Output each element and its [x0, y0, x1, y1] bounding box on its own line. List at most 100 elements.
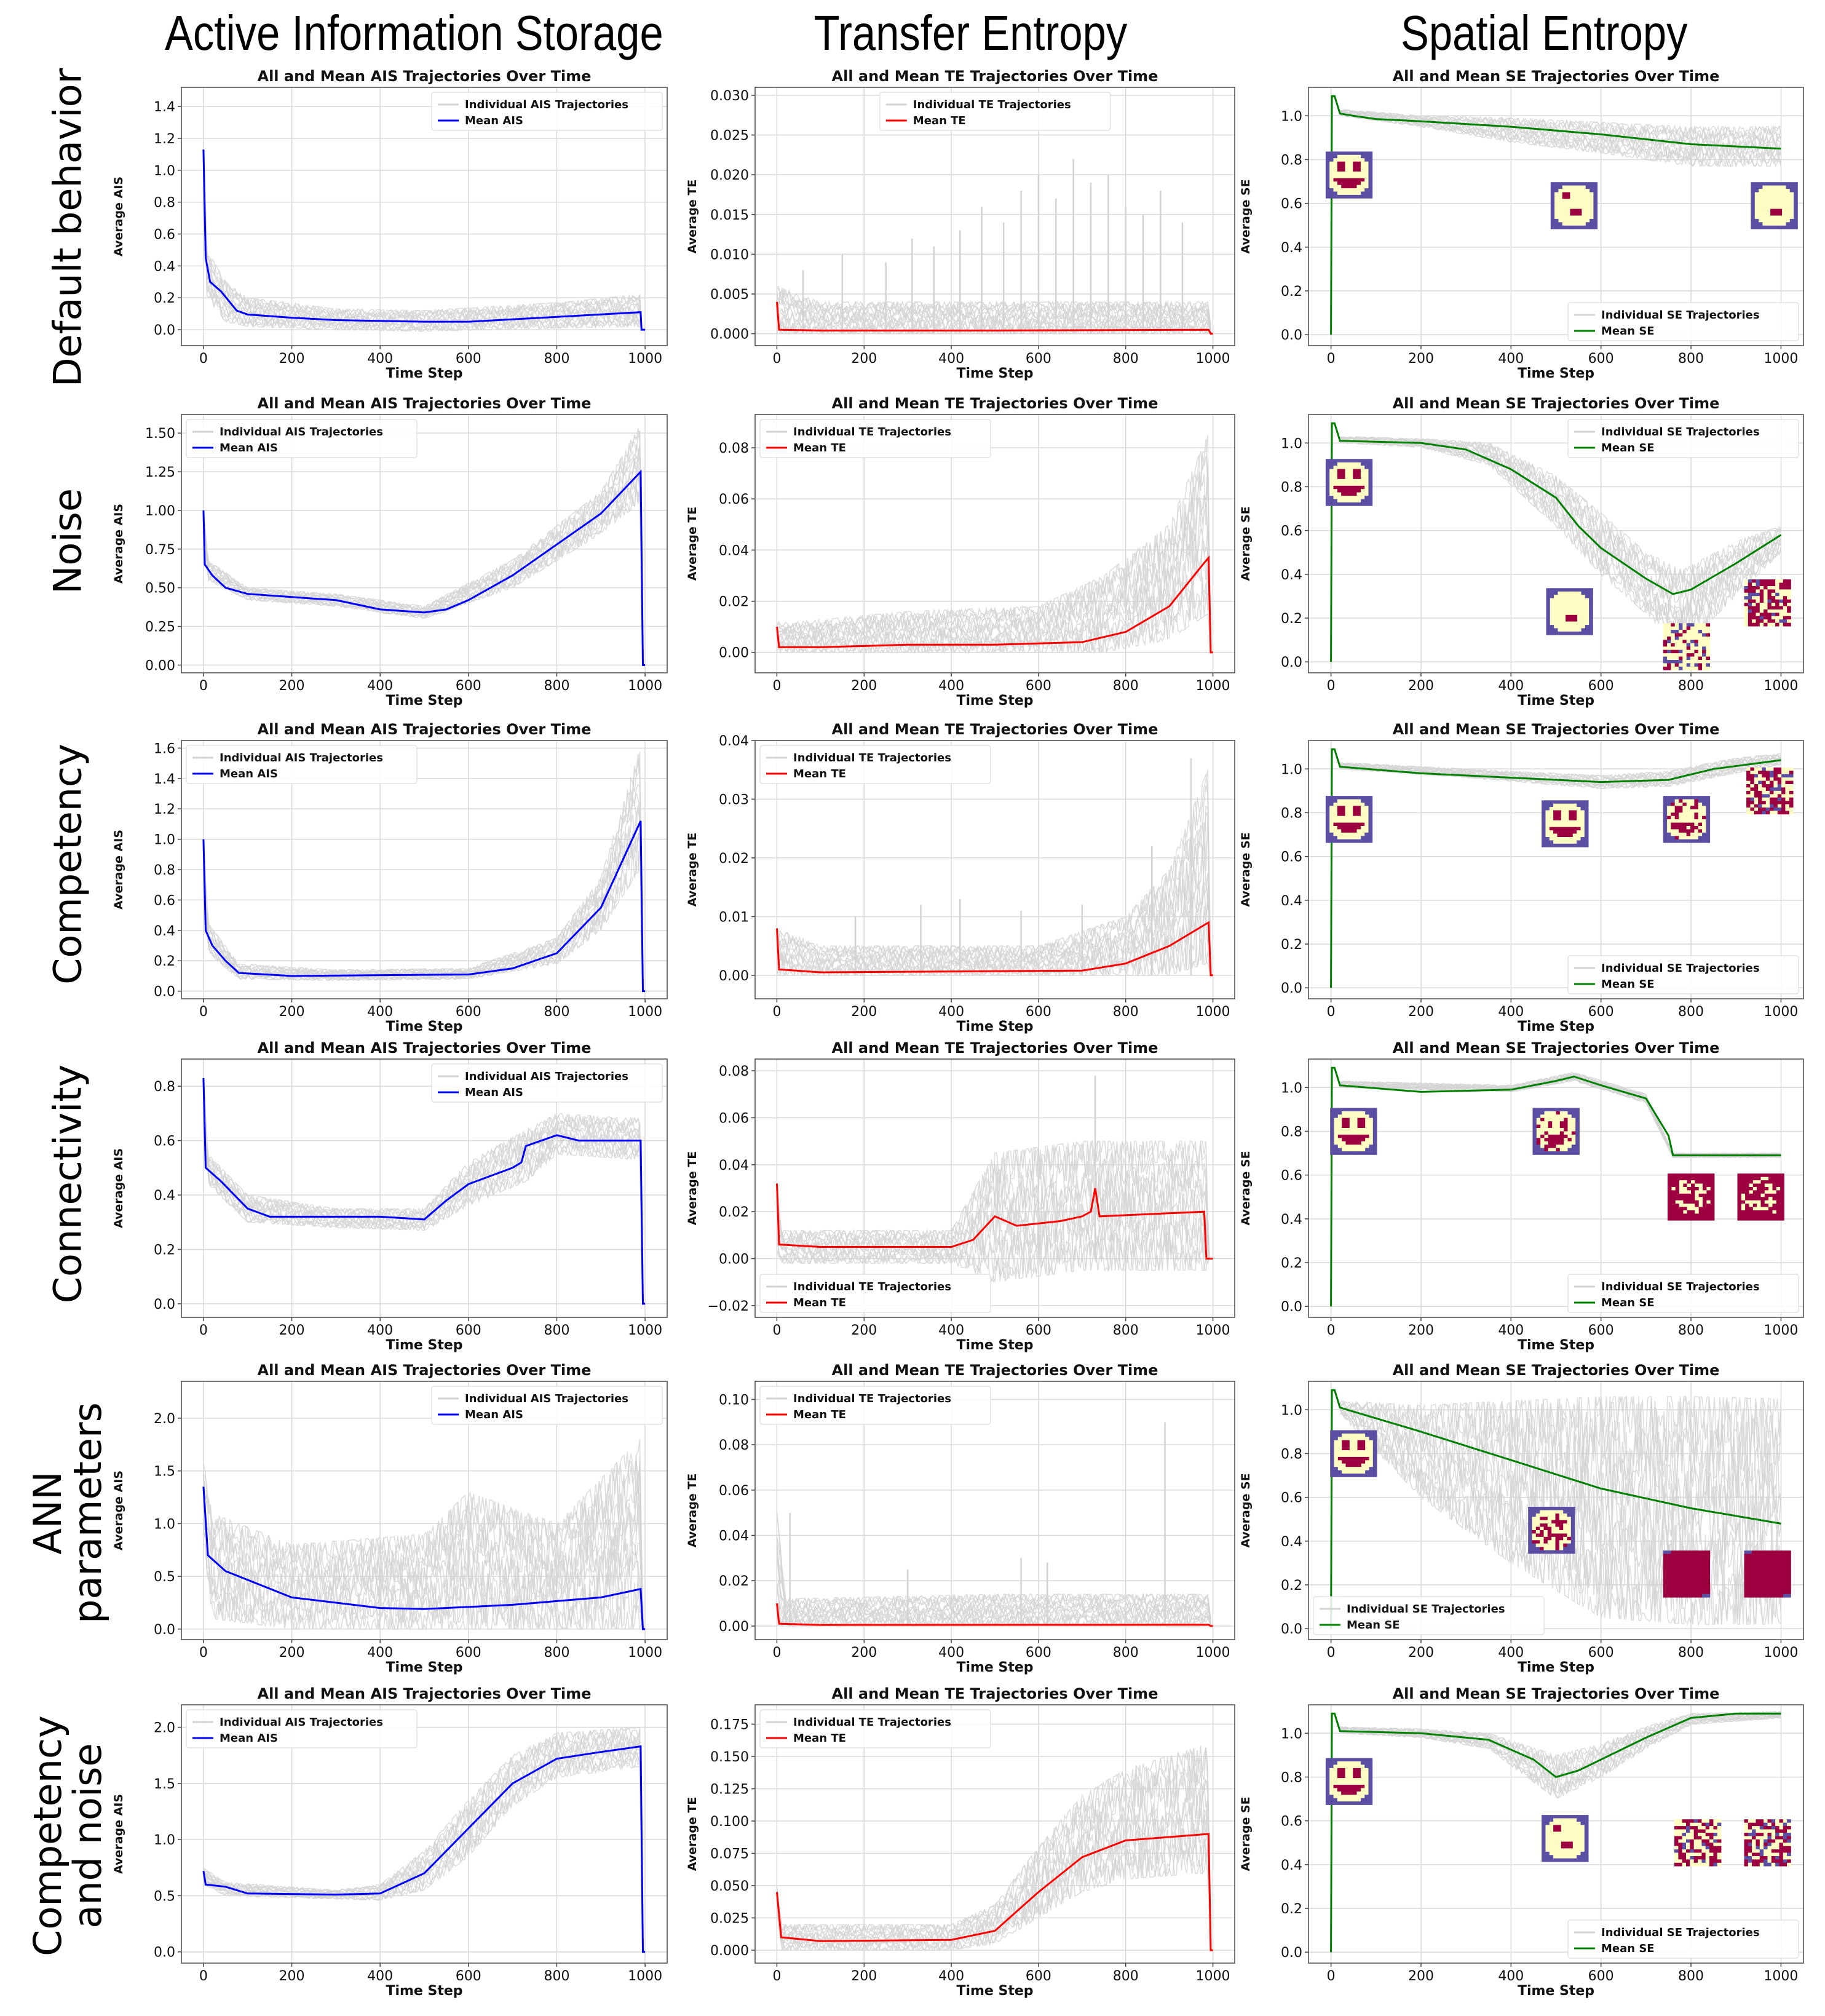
y-tick-label: 0.0: [154, 985, 175, 1000]
individual-trajectory: [203, 1079, 646, 1304]
individual-trajectory: [776, 1601, 1213, 1627]
y-tick-label: 0.00: [719, 1619, 749, 1635]
individual-trajectory: [776, 1819, 1213, 1951]
legend: Individual TE Trajectories Mean TE: [759, 1274, 991, 1313]
axes-frame: [1308, 87, 1804, 346]
x-axis-label: Time Step: [1518, 1660, 1594, 1675]
y-axis-label: Average AIS: [112, 1794, 125, 1874]
x-tick-label: 800: [1678, 1323, 1704, 1338]
individual-trajectory: [776, 1512, 1213, 1627]
x-tick-label: 200: [1408, 1969, 1434, 1984]
y-tick-label: 0.01: [719, 910, 749, 925]
axes-frame: [1308, 414, 1804, 673]
axes-frame: [754, 1381, 1235, 1640]
x-tick-label: 800: [1113, 1323, 1139, 1338]
y-tick-label: 1.4: [154, 772, 175, 787]
individual-trajectory: [776, 322, 1213, 336]
individual-trajectory: [203, 752, 646, 992]
y-tick-label: 0.5: [154, 1570, 175, 1585]
individual-trajectory: [1339, 111, 1782, 159]
y-tick-label: 0.0: [1281, 1945, 1302, 1961]
individual-trajectory: [776, 1745, 1213, 1951]
legend-label-mean: Mean TE: [793, 768, 846, 780]
row-label-line: ANN: [25, 1471, 70, 1555]
individual-trajectory: [776, 439, 1213, 653]
y-tick-label: 0.8: [1281, 153, 1302, 168]
individual-trajectory: [1340, 1710, 1781, 1766]
chart-title: All and Mean SE Trajectories Over Time: [1393, 1039, 1720, 1057]
x-tick-label: 400: [367, 1969, 393, 1984]
axes-frame: [754, 87, 1235, 346]
x-tick-label: 1000: [1196, 1645, 1230, 1661]
mean-line: [202, 149, 646, 331]
chart-title: All and Mean TE Trajectories Over Time: [832, 1362, 1158, 1379]
y-axis-label: Average SE: [1239, 1796, 1253, 1871]
y-tick-label: 1.5: [154, 1464, 175, 1480]
x-tick-label: 1000: [1196, 1969, 1230, 1984]
legend: Individual AIS Trajectories Mean AIS: [431, 92, 663, 131]
chart: 0 200 400 600 800 1000 0.0 0.5 1.0 1.5 2.0 All and …: [112, 1685, 668, 1999]
pattern-thumbnail: [1325, 151, 1373, 199]
legend-box: [186, 1709, 418, 1748]
x-tick-label: 600: [1026, 1969, 1051, 1984]
y-tick-label: 0.6: [154, 893, 175, 908]
individual-trajectory: [203, 485, 646, 666]
axes-frame: [754, 740, 1235, 999]
chart: 0 200 400 600 800 1000 0.000 0.025 0.050 0.075 0.1…: [686, 1685, 1235, 1999]
pattern-thumbnail: [1542, 800, 1589, 847]
y-tick-label: 0.8: [154, 863, 175, 878]
legend-label-individual: Individual SE Trajectories: [1601, 309, 1760, 322]
pattern-thumbnail: [1674, 1819, 1722, 1867]
mean-line: [1330, 422, 1782, 662]
column-header-se-text: Spatial Entropy: [1400, 6, 1688, 60]
x-axis-label: Time Step: [386, 1338, 462, 1353]
pattern-thumbnail: [1325, 796, 1373, 843]
mean-line: [1330, 1066, 1781, 1307]
x-tick-label: 600: [456, 1969, 481, 1984]
pattern-thumbnail: [1663, 1550, 1711, 1598]
legend-box: [759, 419, 991, 458]
x-tick-label: 400: [938, 678, 964, 694]
y-tick-label: 0.03: [719, 792, 749, 808]
legend-label-mean: Mean TE: [913, 114, 966, 127]
row-label-line: Noise: [45, 488, 90, 594]
column-header-te: Transfer Entropy: [694, 5, 1247, 62]
mean-line: [776, 301, 1213, 335]
individual-trajectory: [1339, 1714, 1781, 1787]
row-label-line: Connectivity: [45, 1064, 90, 1304]
chart: 0 200 400 600 800 1000 0.00 0.01 0.02 0.03 0.04 All…: [686, 721, 1235, 1034]
y-tick-label: 0.2: [1281, 1902, 1302, 1917]
x-axis-label: Time Step: [386, 1019, 462, 1034]
x-tick-label: 400: [1498, 1004, 1524, 1020]
legend-label-mean: Mean AIS: [220, 442, 278, 454]
individual-trajectory: [776, 1795, 1213, 1951]
chart-title: All and Mean AIS Trajectories Over Time: [258, 1362, 592, 1379]
x-tick-label: 400: [367, 1323, 393, 1338]
y-tick-label: 0.100: [710, 1814, 749, 1830]
chart: 0 200 400 600 800 1000 0.0 0.2 0.4 0.6 0.8 All and …: [112, 1039, 668, 1353]
chart: 0 200 400 600 800 1000 0.0 0.2 0.4 0.6 0.8 1.0 All a…: [1239, 1685, 1804, 1999]
legend: Individual TE Trajectories Mean TE: [759, 1386, 991, 1425]
y-tick-label: 0.08: [719, 1064, 749, 1079]
x-tick-label: 0: [1327, 1969, 1336, 1984]
axes-frame: [1308, 1704, 1804, 1964]
individual-trajectory: [203, 1756, 646, 1953]
y-tick-label: 0.4: [1281, 568, 1302, 583]
individual-trajectory: [203, 1515, 646, 1630]
legend-box: [1567, 955, 1799, 994]
axes-frame: [754, 1704, 1235, 1964]
legend-box: [759, 745, 991, 784]
legend: Individual TE Trajectories Mean TE: [759, 419, 991, 458]
column-header-te-text: Transfer Entropy: [814, 6, 1127, 60]
chart: 0 200 400 600 800 1000 0.0 0.2 0.4 0.6 0.8 1.0 1.2 1.…: [112, 721, 668, 1034]
y-tick-label: 0.2: [154, 1242, 175, 1258]
legend-label-mean: Mean TE: [793, 1408, 846, 1421]
y-tick-label: 0.04: [719, 543, 749, 558]
individual-trajectory: [776, 1832, 1213, 1951]
individual-trajectory: [776, 574, 1213, 653]
pattern-thumbnail: [1751, 182, 1798, 229]
y-tick-label: 0.000: [710, 327, 749, 343]
individual-trajectory: [203, 1525, 646, 1630]
x-axis-label: Time Step: [386, 366, 462, 381]
y-tick-label: 0.025: [710, 1911, 749, 1927]
